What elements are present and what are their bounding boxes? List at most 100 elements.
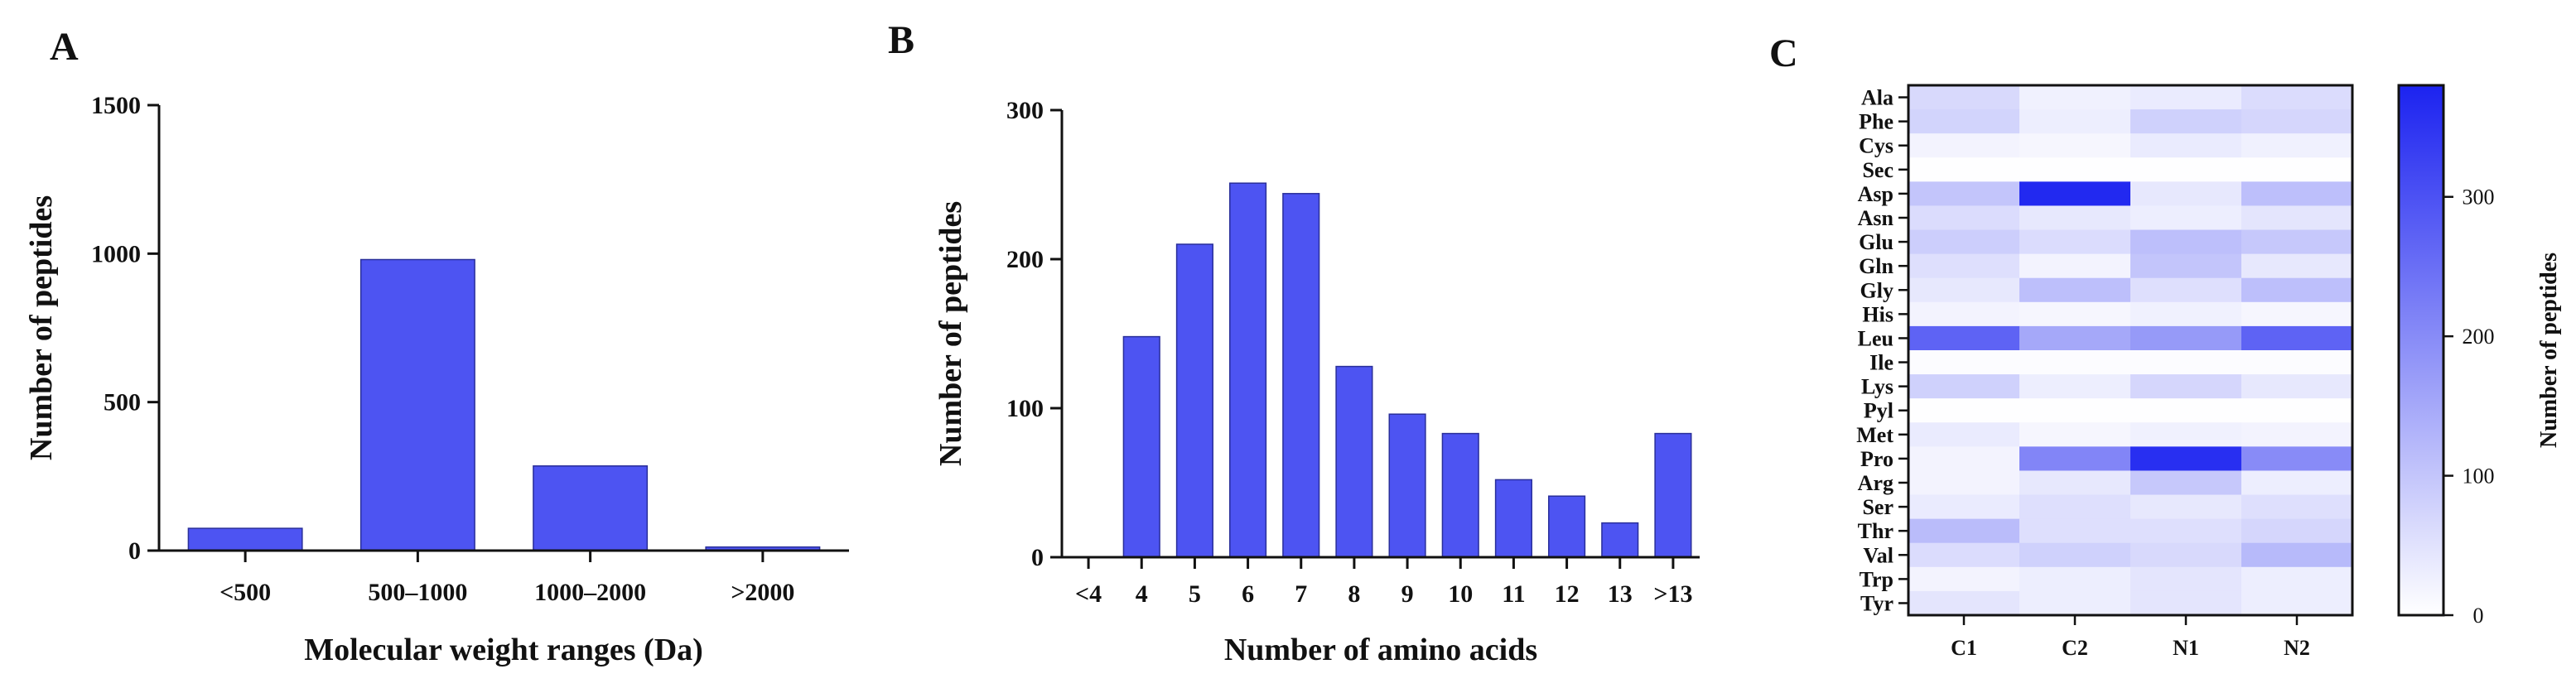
bar-4 xyxy=(1122,335,1160,558)
heatmap-row-label: Thr xyxy=(1858,519,1893,543)
heatmap-cell-Cys-N2 xyxy=(2241,133,2353,158)
y-tick-label: 0 xyxy=(1031,544,1044,571)
y-tick-label: 1000 xyxy=(91,240,141,267)
x-tick-label: 8 xyxy=(1348,580,1360,608)
x-tick-label: 11 xyxy=(1502,580,1525,608)
heatmap-column-labels: C1 C2 N1 N2 xyxy=(1951,615,2310,660)
heatmap-cell-Leu-C1 xyxy=(1908,325,2020,351)
x-tick-label: 1000–2000 xyxy=(534,579,646,606)
heatmap-cell-Ser-N1 xyxy=(2130,494,2242,520)
bar-9 xyxy=(1388,413,1426,558)
heatmap-cell-Gly-C1 xyxy=(1908,277,2020,303)
heatmap-cell-Asn-C2 xyxy=(2019,205,2131,231)
heatmap-cell-His-N1 xyxy=(2130,301,2242,327)
heatmap-cell-Gln-N2 xyxy=(2241,253,2353,279)
heatmap-cell-Met-C2 xyxy=(2019,422,2131,447)
panel-a-letter: A xyxy=(50,25,79,69)
heatmap-cell-Val-C2 xyxy=(2019,542,2131,568)
heatmap-row-label: Asp xyxy=(1858,182,1893,206)
heatmap-cell-Asn-C1 xyxy=(1908,205,2020,231)
heatmap-cell-Phe-C1 xyxy=(1908,109,2020,134)
x-tick-label: <4 xyxy=(1075,580,1102,608)
heatmap-row-label: Ala xyxy=(1861,86,1893,110)
heatmap-row-label: Pro xyxy=(1860,447,1893,471)
panel-b-y-ticks: 0 100 200 300 xyxy=(1006,97,1062,571)
heatmap-cell-Pro-N2 xyxy=(2241,446,2353,471)
heatmap-cell-Met-C1 xyxy=(1908,422,2020,447)
x-tick-label: <500 xyxy=(219,579,271,606)
heatmap-cell-Asn-N2 xyxy=(2241,205,2353,231)
x-tick-label: 6 xyxy=(1242,580,1254,608)
heatmap-cell-His-N2 xyxy=(2241,301,2353,327)
x-tick-label: 10 xyxy=(1448,580,1473,608)
panel-b-y-title: Number of peptides xyxy=(933,201,968,466)
colorbar-tick-label: 200 xyxy=(2463,325,2495,349)
heatmap-cell-Ser-C2 xyxy=(2019,494,2131,520)
heatmap-cell-Leu-N1 xyxy=(2130,325,2242,351)
heatmap-cell-Asp-C2 xyxy=(2019,181,2131,206)
heatmap-row-label: Ser xyxy=(1862,495,1893,519)
bar-11 xyxy=(1494,479,1532,558)
heatmap-cells xyxy=(1908,85,2353,616)
heatmap-column-label: N2 xyxy=(2284,636,2310,660)
heatmap-cell-Leu-N2 xyxy=(2241,325,2353,351)
heatmap-cell-Ala-C2 xyxy=(2019,85,2131,110)
x-tick-label: 7 xyxy=(1295,580,1307,608)
heatmap-column-label: N1 xyxy=(2173,636,2199,660)
heatmap-row-label: Glu xyxy=(1859,230,1893,254)
heatmap-cell-Gly-C2 xyxy=(2019,277,2131,303)
heatmap-row-label: Lys xyxy=(1861,375,1893,399)
heatmap-row-label: Gly xyxy=(1860,278,1893,302)
heatmap-cell-Pro-C1 xyxy=(1908,446,2020,471)
bar-<500 xyxy=(187,527,303,551)
y-tick-label: 300 xyxy=(1006,97,1044,124)
heatmap-cell-Asp-N2 xyxy=(2241,181,2353,206)
x-tick-label: 500–1000 xyxy=(368,579,467,606)
y-tick-label: 1500 xyxy=(91,92,141,119)
heatmap-cell-Ala-C1 xyxy=(1908,85,2020,110)
heatmap-row-label: Trp xyxy=(1860,567,1893,591)
x-tick-label: 13 xyxy=(1608,580,1633,608)
heatmap-column-label: C2 xyxy=(2062,636,2088,660)
heatmap-cell-Trp-N2 xyxy=(2241,566,2353,592)
heatmap-cell-Leu-C2 xyxy=(2019,325,2131,351)
x-tick-label: 12 xyxy=(1555,580,1580,608)
colorbar-tick-label: 300 xyxy=(2463,185,2495,209)
heatmap-cell-Pyl-C1 xyxy=(1908,398,2020,423)
bar-7 xyxy=(1282,193,1320,558)
x-tick-label: 9 xyxy=(1401,580,1414,608)
heatmap-cell-Trp-C1 xyxy=(1908,566,2020,592)
heatmap-cell-Val-N1 xyxy=(2130,542,2242,568)
panel-b: B 0 100 200 300 <4 4 5 6 7 8 9 10 11 12 13 >13 Number … xyxy=(888,18,1700,667)
heatmap-cell-Cys-N1 xyxy=(2130,133,2242,158)
heatmap-cell-Cys-C1 xyxy=(1908,133,2020,158)
heatmap-row-label: Tyr xyxy=(1860,591,1893,615)
heatmap-cell-Phe-C2 xyxy=(2019,109,2131,134)
heatmap-row-labels: AlaPheCysSecAspAsnGluGlnGlyHisLeuIleLysP… xyxy=(1856,86,1908,615)
heatmap-cell-Asn-N1 xyxy=(2130,205,2242,231)
heatmap-row-label: Ile xyxy=(1869,351,1893,375)
x-tick-label: 4 xyxy=(1136,580,1148,608)
bar-8 xyxy=(1335,365,1373,558)
panel-a-y-ticks: 0 500 1000 1500 xyxy=(91,92,159,565)
heatmap-cell-Lys-N1 xyxy=(2130,374,2242,399)
heatmap-cell-Arg-C1 xyxy=(1908,470,2020,496)
heatmap-cell-Glu-N2 xyxy=(2241,229,2353,255)
heatmap-cell-Ile-N1 xyxy=(2130,350,2242,375)
colorbar-title: Number of peptides xyxy=(2536,253,2562,448)
heatmap-cell-Ala-N2 xyxy=(2241,85,2353,110)
heatmap-cell-Gln-N1 xyxy=(2130,253,2242,279)
panel-b-bars xyxy=(1122,182,1692,558)
heatmap-row-label: Cys xyxy=(1859,134,1893,158)
heatmap-cell-Lys-C2 xyxy=(2019,374,2131,399)
heatmap-cell-Pro-C2 xyxy=(2019,446,2131,471)
heatmap-cell-Tyr-C1 xyxy=(1908,590,2020,616)
heatmap-cell-His-C1 xyxy=(1908,301,2020,327)
bar->13 xyxy=(1654,432,1692,558)
bar-500–1000 xyxy=(359,258,475,551)
panel-a-bars xyxy=(187,258,821,551)
x-tick-label: >2000 xyxy=(731,579,794,606)
heatmap-row-label: Met xyxy=(1856,423,1893,447)
heatmap-cell-Arg-N1 xyxy=(2130,470,2242,496)
heatmap-cell-Pro-N1 xyxy=(2130,446,2242,471)
